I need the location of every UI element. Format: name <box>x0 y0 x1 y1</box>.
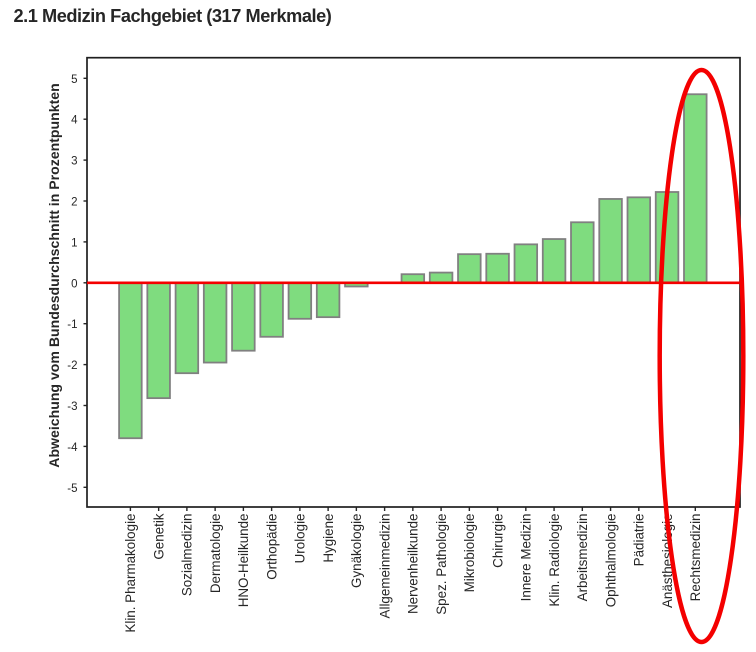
svg-text:3: 3 <box>71 156 77 168</box>
svg-text:Chirurgie: Chirurgie <box>490 514 505 568</box>
svg-text:Arbeitsmedizin: Arbeitsmedizin <box>575 514 590 602</box>
svg-text:Sozialmedizin: Sozialmedizin <box>180 514 195 597</box>
svg-text:HNO-Heilkunde: HNO-Heilkunde <box>236 514 251 608</box>
svg-text:Innere Medizin: Innere Medizin <box>519 514 534 602</box>
svg-text:-4: -4 <box>67 442 78 454</box>
svg-text:0: 0 <box>71 278 77 290</box>
svg-text:1: 1 <box>71 237 77 249</box>
svg-text:Orthopädie: Orthopädie <box>264 514 279 580</box>
svg-text:2.1 Medizin Fachgebiet (317 Me: 2.1 Medizin Fachgebiet (317 Merkmale) <box>14 6 332 26</box>
svg-text:-1: -1 <box>67 319 77 331</box>
svg-text:Klin. Radiologie: Klin. Radiologie <box>547 514 562 607</box>
svg-text:4: 4 <box>71 115 78 127</box>
svg-text:Hygiene: Hygiene <box>321 514 336 563</box>
svg-text:Allgemeinmedizin: Allgemeinmedizin <box>377 514 392 619</box>
svg-text:Gynäkologie: Gynäkologie <box>349 514 364 588</box>
svg-text:Genetik: Genetik <box>151 513 166 559</box>
svg-text:Klin. Pharmakologie: Klin. Pharmakologie <box>123 514 138 633</box>
svg-text:Ophthalmologie: Ophthalmologie <box>603 514 618 608</box>
svg-text:Urologie: Urologie <box>293 514 308 564</box>
svg-text:Mikrobiologie: Mikrobiologie <box>462 514 477 593</box>
svg-text:Abweichung vom Bundesdurchschn: Abweichung vom Bundesdurchschnitt in Pro… <box>46 83 62 467</box>
svg-text:Spez. Pathologie: Spez. Pathologie <box>434 514 449 615</box>
svg-text:Dermatologie: Dermatologie <box>208 514 223 594</box>
svg-text:-5: -5 <box>67 483 77 495</box>
svg-text:5: 5 <box>71 74 77 86</box>
svg-text:2: 2 <box>71 197 77 209</box>
svg-text:Nervenheilkunde: Nervenheilkunde <box>406 514 421 615</box>
svg-text:-2: -2 <box>67 360 77 372</box>
svg-text:Rechtsmedizin: Rechtsmedizin <box>688 514 703 602</box>
svg-text:-3: -3 <box>67 401 77 413</box>
svg-text:Pädiatrie: Pädiatrie <box>632 514 647 567</box>
